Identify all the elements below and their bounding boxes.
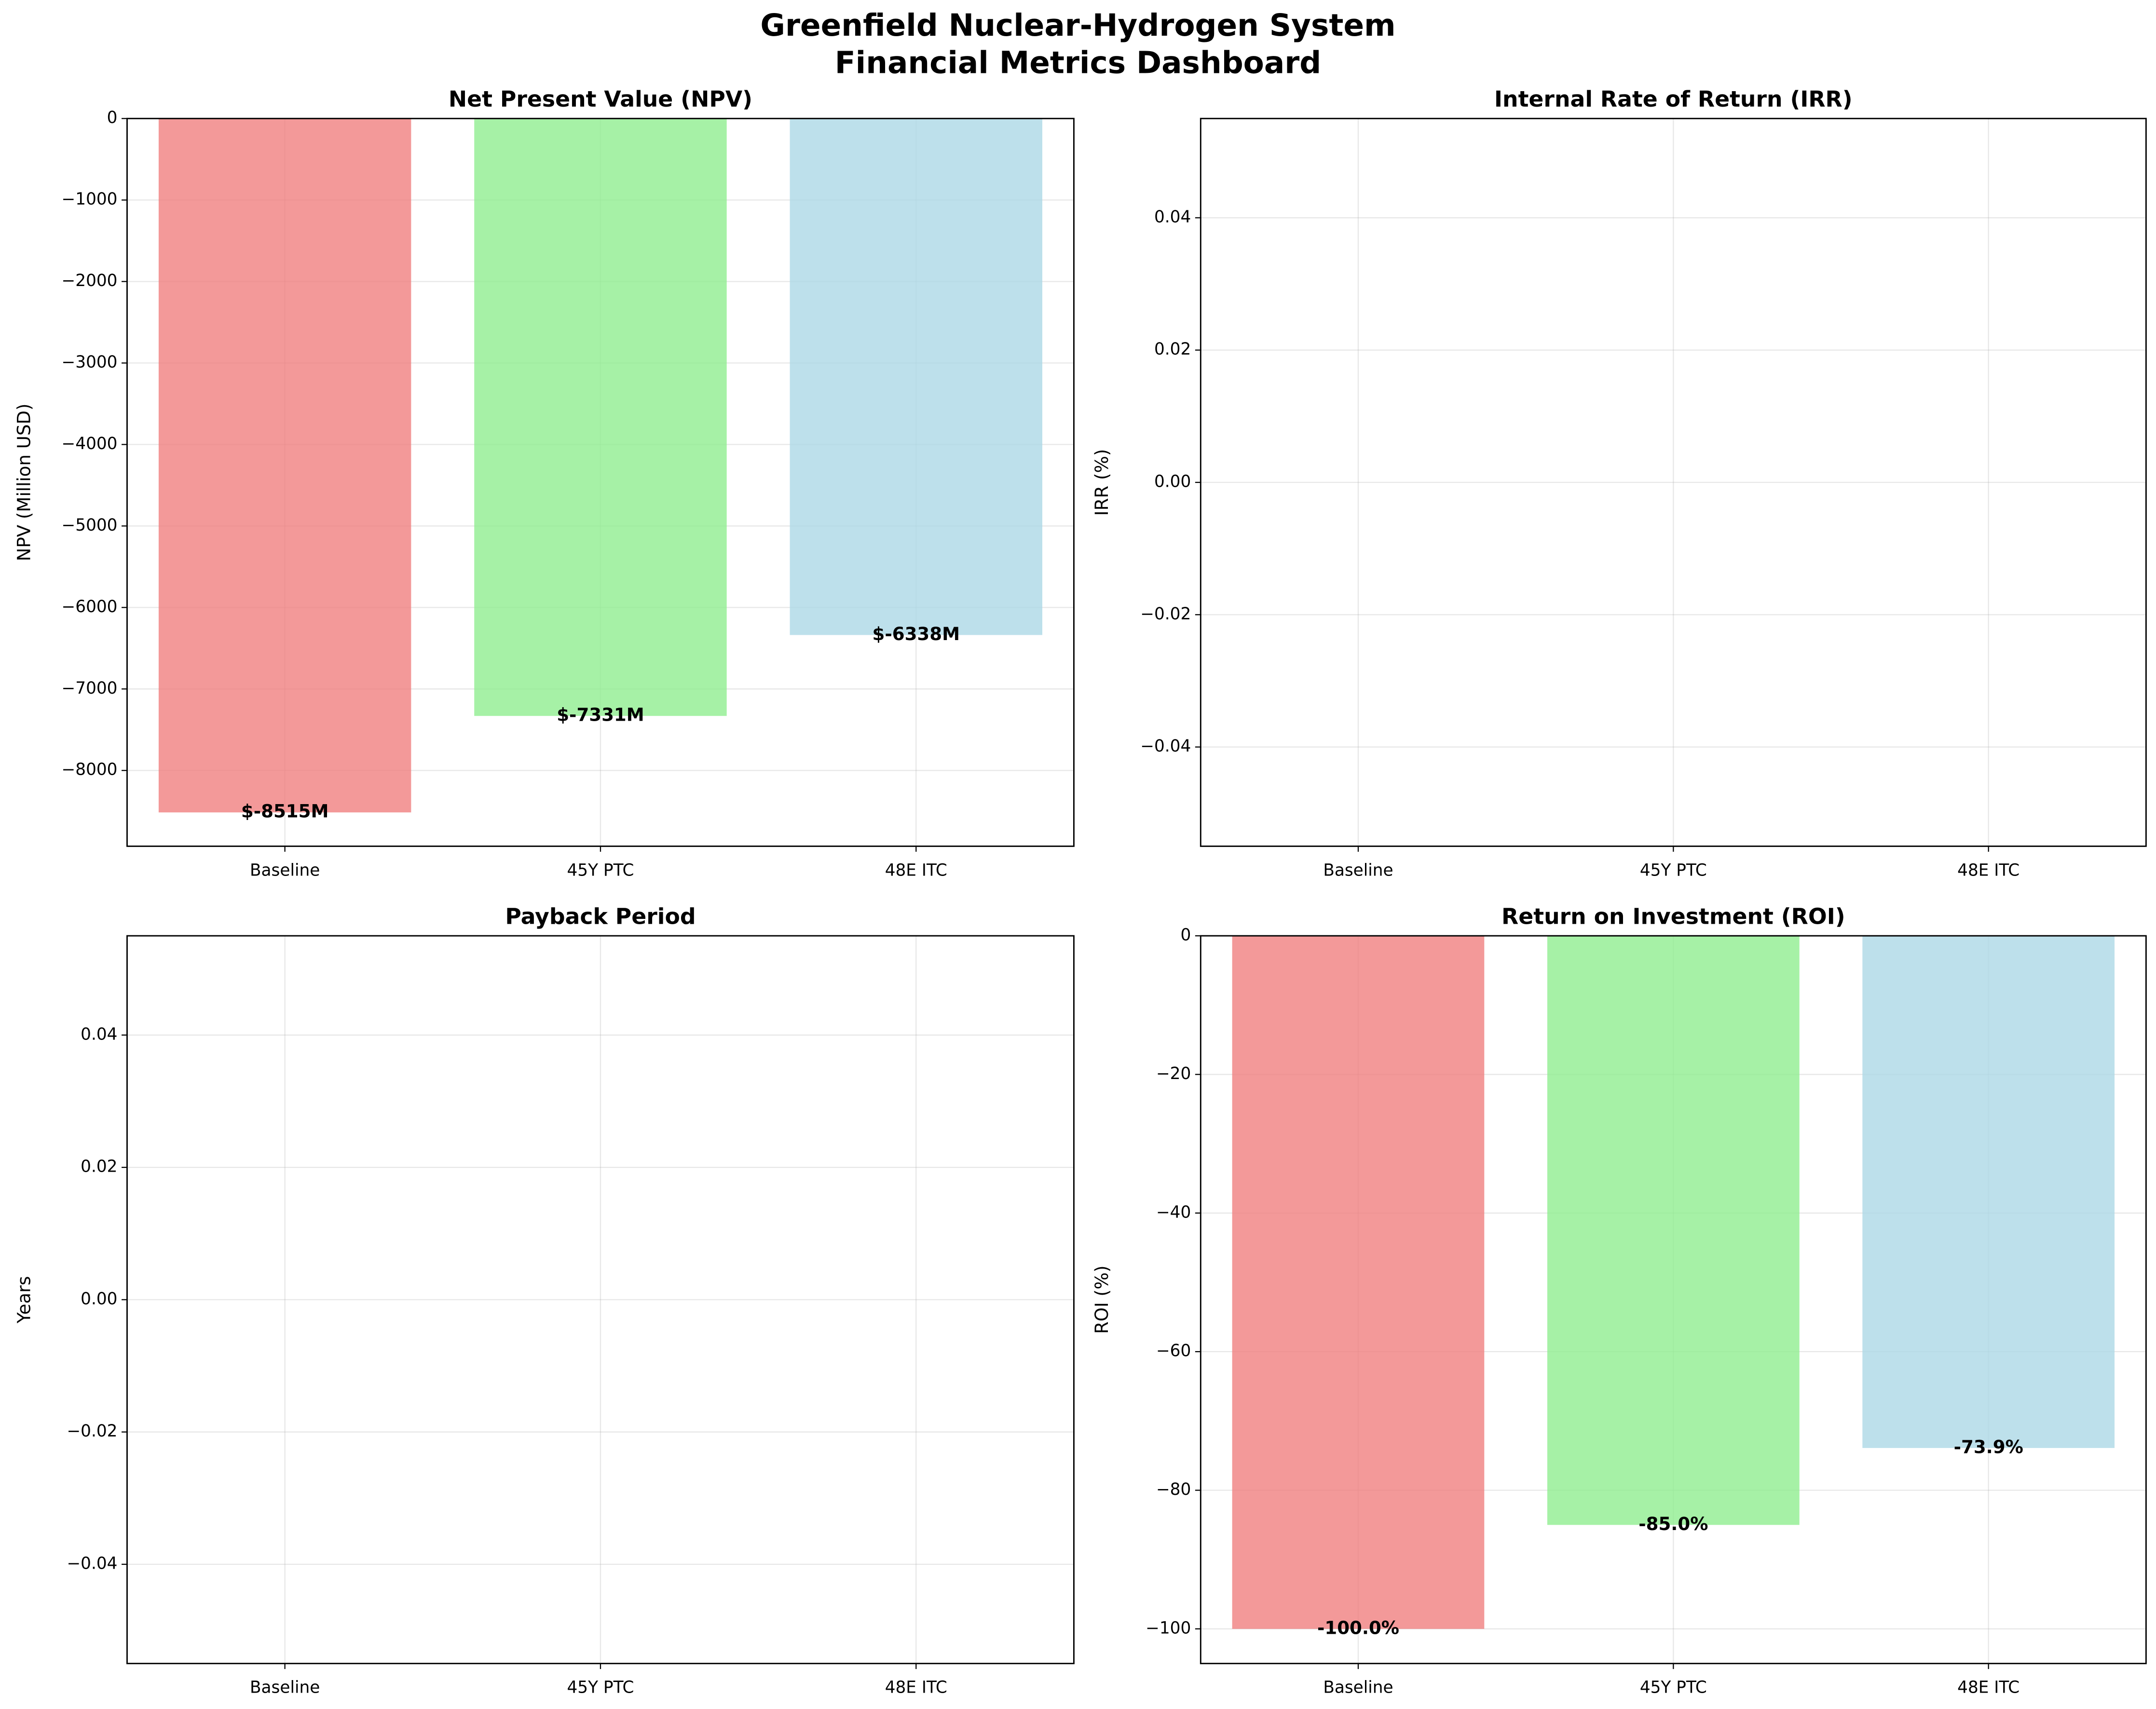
bar	[1232, 936, 1485, 1629]
y-tick-label: −0.04	[1140, 737, 1191, 756]
y-axis-label: Years	[14, 1276, 35, 1324]
x-tick-label: 48E ITC	[1957, 1678, 2020, 1697]
y-tick-label: −8000	[62, 760, 118, 779]
value-label: $-7331M	[557, 705, 644, 725]
x-tick-label: 45Y PTC	[567, 861, 634, 880]
y-tick-label: 0.04	[81, 1025, 117, 1044]
value-label: -85.0%	[1638, 1514, 1708, 1534]
y-tick-label: −60	[1156, 1341, 1191, 1361]
x-tick-label: Baseline	[1323, 1678, 1393, 1697]
y-tick-label: −4000	[62, 434, 118, 453]
plot-frame	[1200, 118, 2147, 847]
value-label: $-6338M	[873, 624, 960, 644]
bar	[790, 118, 1042, 635]
value-label: -73.9%	[1954, 1436, 2023, 1457]
dashboard-title: Greenfield Nuclear-Hydrogen System	[760, 8, 1395, 43]
chart-title: Internal Rate of Return (IRR)	[1494, 86, 1853, 112]
chart-title: Net Present Value (NPV)	[449, 86, 752, 112]
x-tick-label: 45Y PTC	[567, 1678, 634, 1697]
x-tick-label: Baseline	[1323, 861, 1393, 880]
bar	[158, 118, 411, 813]
y-tick-label: 0.02	[81, 1157, 117, 1176]
y-tick-label: 0.00	[1154, 472, 1191, 492]
y-tick-label: 0.00	[81, 1289, 117, 1309]
y-tick-label: 0	[107, 108, 118, 127]
chart-title: Return on Investment (ROI)	[1501, 903, 1845, 929]
y-tick-label: −1000	[62, 190, 118, 209]
x-tick-label: Baseline	[250, 861, 320, 880]
y-tick-label: 0.02	[1154, 340, 1191, 359]
y-tick-label: 0.04	[1154, 207, 1191, 227]
bar	[1547, 936, 1800, 1525]
y-tick-label: −0.02	[1140, 604, 1191, 624]
plot-frame	[126, 118, 1075, 847]
y-tick-label: −6000	[62, 597, 118, 616]
value-label: -100.0%	[1317, 1617, 1399, 1638]
bar	[474, 118, 727, 716]
dashboard-subtitle: Financial Metrics Dashboard	[835, 45, 1322, 80]
y-tick-label: −5000	[62, 516, 118, 535]
y-tick-label: −2000	[62, 271, 118, 290]
value-label: $-8515M	[241, 801, 329, 822]
x-tick-label: 45Y PTC	[1640, 861, 1707, 880]
x-tick-label: 45Y PTC	[1640, 1678, 1707, 1697]
chart-title: Payback Period	[505, 903, 696, 929]
y-tick-label: −80	[1156, 1480, 1191, 1499]
bar	[1862, 936, 2115, 1448]
y-tick-label: −100	[1146, 1618, 1191, 1638]
plot-frame	[126, 935, 1075, 1665]
x-tick-label: 48E ITC	[1957, 861, 2020, 880]
y-axis-label: IRR (%)	[1092, 449, 1112, 516]
y-tick-label: −0.04	[67, 1554, 117, 1573]
x-tick-label: Baseline	[250, 1678, 320, 1697]
x-tick-label: 48E ITC	[885, 1678, 947, 1697]
y-tick-label: −7000	[62, 679, 118, 698]
plot-frame	[1200, 935, 2147, 1665]
y-tick-label: −40	[1156, 1203, 1191, 1222]
y-tick-label: −3000	[62, 353, 118, 372]
y-tick-label: −20	[1156, 1064, 1191, 1083]
x-tick-label: 48E ITC	[885, 861, 947, 880]
y-axis-label: NPV (Million USD)	[14, 404, 35, 561]
y-tick-label: −0.02	[67, 1422, 117, 1441]
y-axis-label: ROI (%)	[1092, 1265, 1112, 1334]
y-tick-label: 0	[1180, 926, 1191, 945]
